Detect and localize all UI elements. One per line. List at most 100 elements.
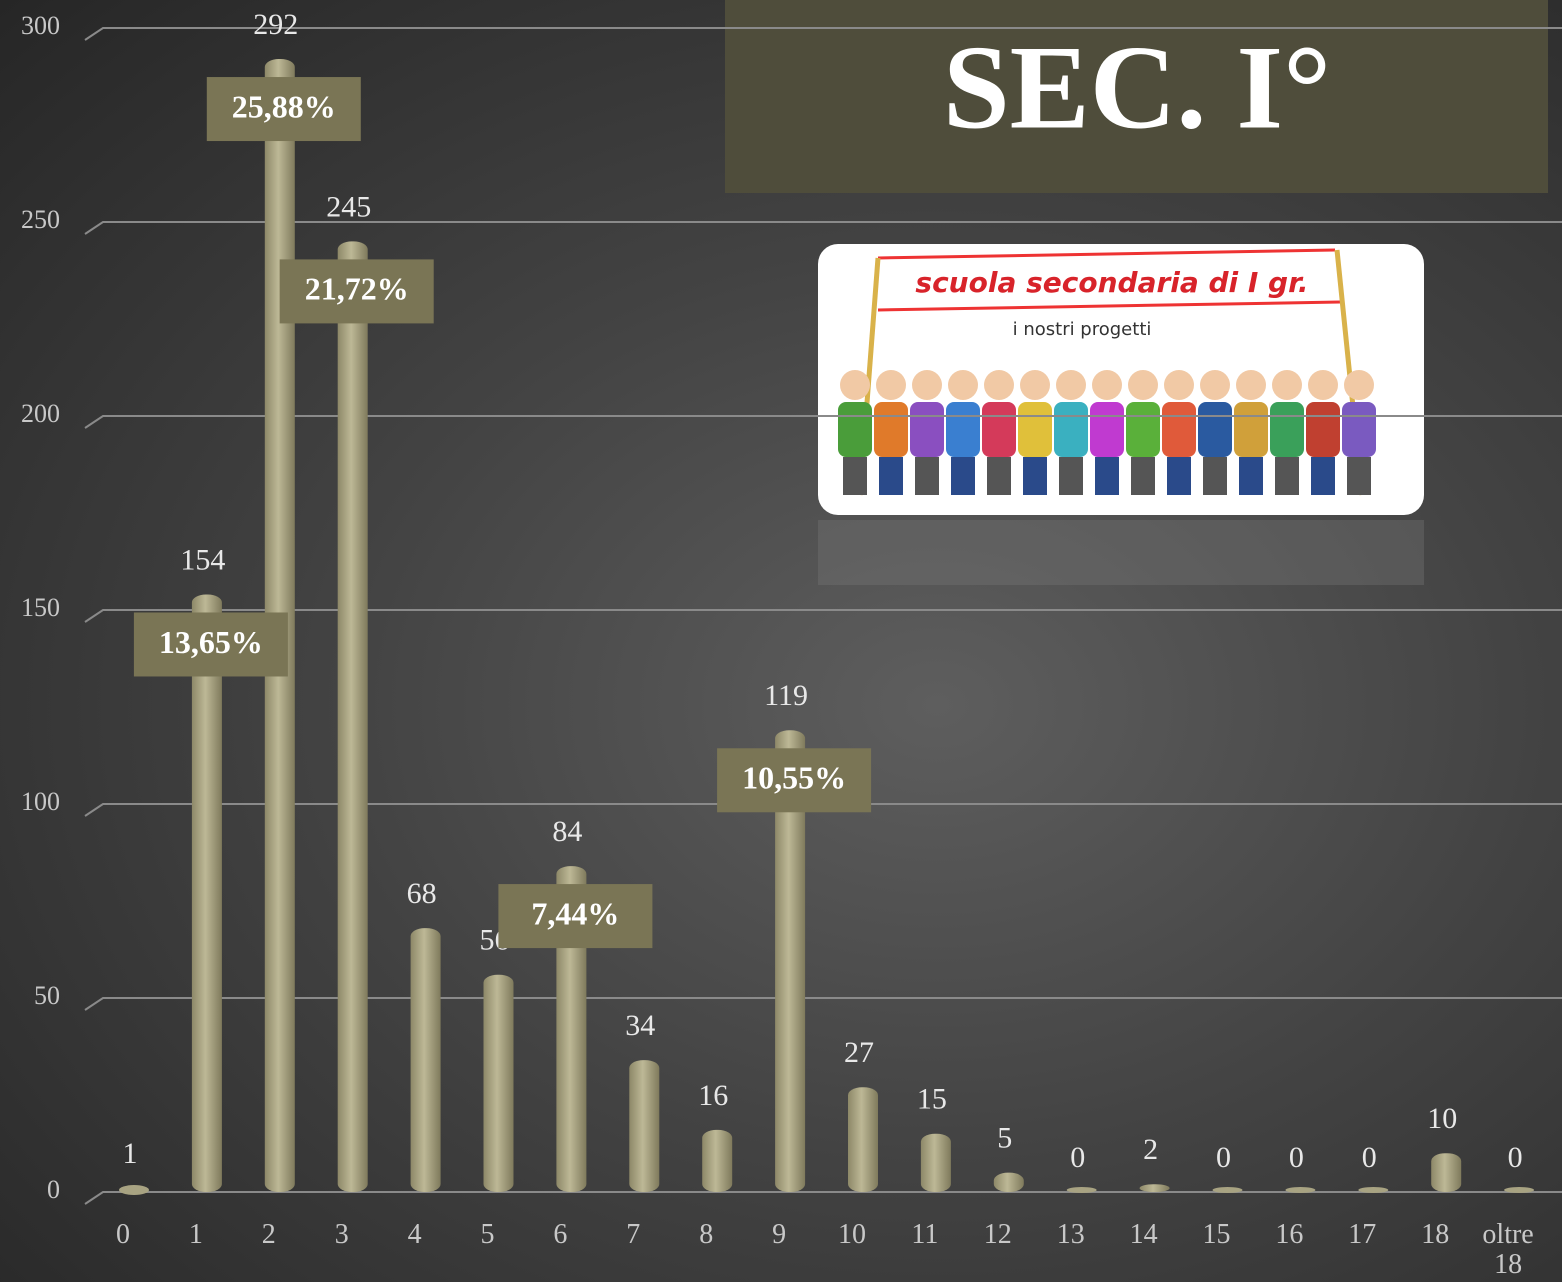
value-label: 1	[123, 1137, 138, 1170]
child-body	[910, 402, 944, 457]
bar	[338, 241, 368, 1192]
page: {"chart_data":{"type":"bar","title":"SEC…	[0, 0, 1562, 1282]
bar	[921, 1134, 951, 1192]
child-head	[1020, 370, 1050, 400]
annotation: 10,55%	[742, 760, 846, 796]
value-label: 68	[407, 877, 437, 910]
grid-line	[85, 610, 1562, 622]
child-legs	[1023, 457, 1047, 495]
child-body	[1162, 402, 1196, 457]
value-label: 292	[253, 8, 298, 41]
chart-title: SEC. I°	[943, 21, 1331, 154]
child-head	[984, 370, 1014, 400]
grid-line	[85, 1192, 1562, 1204]
value-label: 10	[1427, 1102, 1457, 1135]
child-body	[838, 402, 872, 457]
bar	[411, 928, 441, 1192]
x-tick-label: 3	[305, 1220, 378, 1250]
child-head	[876, 370, 906, 400]
x-tick-label: 11	[888, 1220, 961, 1250]
grid-line	[85, 222, 1562, 234]
value-label: 84	[552, 815, 582, 848]
child-legs	[987, 457, 1011, 495]
children	[838, 370, 1376, 495]
x-tick-label: 2	[232, 1220, 305, 1250]
y-tick-label: 50	[34, 981, 60, 1010]
child-head	[1272, 370, 1302, 400]
bar	[1067, 1187, 1097, 1193]
x-tick-label: 0	[87, 1220, 160, 1250]
child-head	[1164, 370, 1194, 400]
child-body	[1306, 402, 1340, 457]
child-head	[840, 370, 870, 400]
x-tick-label: 16	[1253, 1220, 1326, 1250]
value-label: 0	[1289, 1141, 1304, 1174]
value-label: 34	[625, 1009, 655, 1042]
bar	[1504, 1187, 1534, 1193]
child-body	[1054, 402, 1088, 457]
value-label: 27	[844, 1036, 874, 1069]
y-tick-label: 100	[21, 787, 60, 816]
grid-line	[85, 998, 1562, 1010]
bar	[1358, 1187, 1388, 1193]
value-label: 0	[1508, 1141, 1523, 1174]
child-legs	[1311, 457, 1335, 495]
child-legs	[1059, 457, 1083, 495]
value-label: 0	[1070, 1141, 1085, 1174]
child-legs	[879, 457, 903, 495]
y-tick-label: 200	[21, 399, 60, 428]
child-legs	[1095, 457, 1119, 495]
annotation: 25,88%	[232, 88, 336, 124]
y-tick-label: 0	[47, 1175, 60, 1204]
child-head	[1200, 370, 1230, 400]
child-head	[1344, 370, 1374, 400]
child-head	[1128, 370, 1158, 400]
annotation: 7,44%	[531, 895, 619, 931]
annotation: 13,65%	[159, 624, 263, 660]
child-body	[1198, 402, 1232, 457]
x-tick-label: 17	[1326, 1220, 1399, 1250]
value-label: 5	[997, 1121, 1012, 1154]
child-body	[946, 402, 980, 457]
bar	[1213, 1187, 1243, 1193]
x-tick-label: 7	[597, 1220, 670, 1250]
child-head	[912, 370, 942, 400]
child-body	[1090, 402, 1124, 457]
value-label: 245	[326, 190, 371, 223]
x-tick-label: 8	[670, 1220, 743, 1250]
annotation: 21,72%	[305, 271, 409, 307]
child-head	[1308, 370, 1338, 400]
child-legs	[843, 457, 867, 495]
banner-subtitle: i nostri progetti	[1013, 319, 1152, 340]
bar	[192, 594, 222, 1192]
child-body	[1126, 402, 1160, 457]
bar	[994, 1173, 1024, 1192]
bar	[629, 1060, 659, 1192]
value-label: 154	[180, 543, 225, 576]
child-body	[1018, 402, 1052, 457]
x-tick-label: 1	[159, 1220, 232, 1250]
x-tick-label: 5	[451, 1220, 524, 1250]
chart: SEC. I° scuola secondaria di I gr. i nos…	[0, 0, 1562, 1282]
child-legs	[1347, 457, 1371, 495]
x-tick-label: 12	[961, 1220, 1034, 1250]
y-tick-label: 250	[21, 205, 60, 234]
value-label: 15	[917, 1083, 947, 1116]
banner-text: scuola secondaria di I gr.	[915, 266, 1308, 299]
x-tick-label: 14	[1107, 1220, 1180, 1250]
child-body	[982, 402, 1016, 457]
child-body	[874, 402, 908, 457]
x-tick-label: 4	[378, 1220, 451, 1250]
value-label: 2	[1143, 1133, 1158, 1166]
child-head	[1092, 370, 1122, 400]
value-label: 16	[698, 1079, 728, 1112]
bar	[484, 975, 514, 1192]
child-body	[1234, 402, 1268, 457]
child-body	[1270, 402, 1304, 457]
child-legs	[1239, 457, 1263, 495]
x-tick-label: 9	[743, 1220, 816, 1250]
bar	[119, 1185, 149, 1195]
child-head	[1056, 370, 1086, 400]
bar	[1285, 1187, 1315, 1193]
bar	[848, 1087, 878, 1192]
